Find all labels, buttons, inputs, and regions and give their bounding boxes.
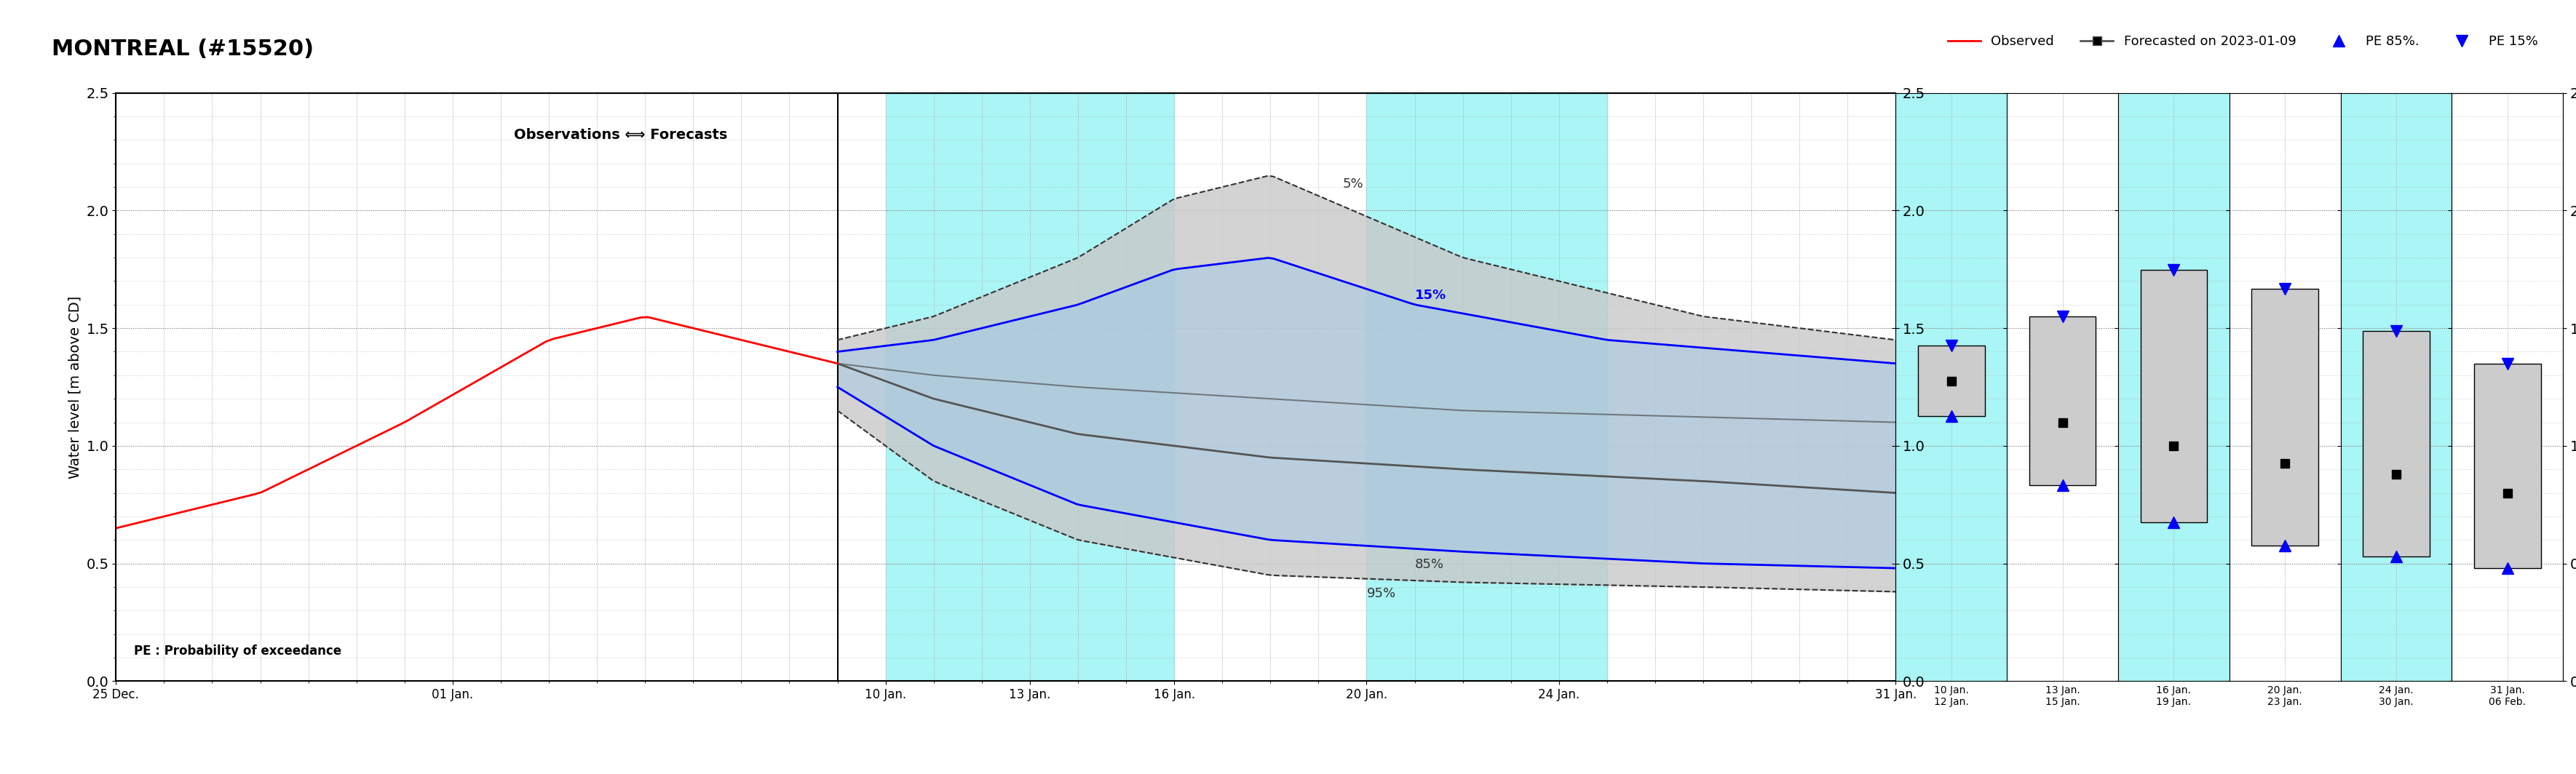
Text: 95%: 95% (1368, 587, 1396, 600)
Text: 5%: 5% (1342, 177, 1363, 190)
Text: 85%: 85% (1414, 558, 1443, 571)
Y-axis label: Water level [m above CD]: Water level [m above CD] (70, 296, 82, 478)
X-axis label: 16 Jan.
19 Jan.: 16 Jan. 19 Jan. (2156, 685, 2192, 707)
Text: MONTREAL (#15520): MONTREAL (#15520) (52, 39, 314, 60)
X-axis label: 10 Jan.
12 Jan.: 10 Jan. 12 Jan. (1935, 685, 1968, 707)
FancyBboxPatch shape (1919, 346, 1984, 416)
Text: 15%: 15% (1414, 289, 1445, 302)
X-axis label: 20 Jan.
23 Jan.: 20 Jan. 23 Jan. (2267, 685, 2303, 707)
FancyBboxPatch shape (2030, 317, 2097, 485)
FancyBboxPatch shape (2473, 364, 2540, 568)
Bar (886, 93, 1175, 681)
Text: PE : Probability of exceedance: PE : Probability of exceedance (134, 645, 340, 658)
Text: Observations ⟺ Forecasts: Observations ⟺ Forecasts (515, 128, 729, 142)
X-axis label: 24 Jan.
30 Jan.: 24 Jan. 30 Jan. (2378, 685, 2414, 707)
FancyBboxPatch shape (2362, 331, 2429, 557)
Legend: Observed, Forecasted on 2023-01-09, PE 85%., PE 15%: Observed, Forecasted on 2023-01-09, PE 8… (1942, 29, 2543, 53)
X-axis label: 13 Jan.
15 Jan.: 13 Jan. 15 Jan. (2045, 685, 2079, 707)
X-axis label: 31 Jan.
06 Feb.: 31 Jan. 06 Feb. (2488, 685, 2527, 707)
FancyBboxPatch shape (2141, 269, 2208, 522)
Bar (1368, 93, 1607, 681)
FancyBboxPatch shape (2251, 289, 2318, 546)
